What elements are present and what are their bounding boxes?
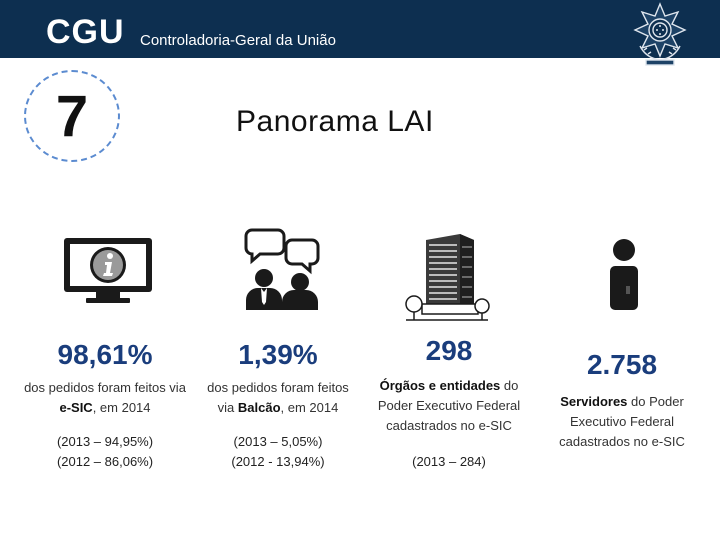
people-talking-icon (244, 228, 320, 310)
stat-note: (2012 – 86,06%) (56, 454, 154, 469)
computer-info-icon (64, 238, 152, 303)
cgu-logo: CGU (46, 13, 125, 51)
stat-note: (2013 – 284) (412, 454, 486, 469)
slide-number-badge: 7 (24, 70, 120, 162)
office-building-icon (405, 234, 490, 321)
brazil-coat-of-arms-icon (633, 2, 687, 66)
slide-title: Panorama LAI (236, 105, 434, 138)
stat-orgaos: 298 Órgãos e entidades do Poder Executiv… (364, 334, 534, 472)
stat-value: 1,39% (238, 339, 318, 370)
stat-value: 298 (425, 335, 473, 366)
information-person-icon (610, 239, 638, 310)
stat-history: (2013 – 5,05%) (2012 - 13,94%) (186, 432, 370, 472)
slide-number: 7 (55, 84, 89, 149)
stat-description: dos pedidos foram feitos via Balcão, em … (207, 380, 349, 415)
stat-description: Órgãos e entidades do Poder Executivo Fe… (377, 378, 521, 433)
stat-esic: 98,61% dos pedidos foram feitos via e-SI… (10, 338, 200, 472)
stat-servidores: 2.758 Servidores do Poder Executivo Fede… (538, 348, 706, 452)
stat-note: (2013 – 5,05%) (233, 434, 323, 449)
stat-value: 98,61% (57, 339, 153, 370)
stat-description: Servidores do Poder Executivo Federal ca… (559, 394, 685, 449)
org-name: Controladoria-Geral da União (140, 32, 336, 49)
stat-value: 2.758 (586, 349, 658, 380)
stat-description: dos pedidos foram feitos via e-SIC, em 2… (24, 380, 186, 415)
stat-history: (2013 – 94,95%) (2012 – 86,06%) (10, 432, 200, 472)
stat-note: (2013 – 94,95%) (56, 434, 154, 449)
stat-balcao: 1,39% dos pedidos foram feitos via Balcã… (186, 338, 370, 472)
header-bar: CGU Controladoria-Geral da União (0, 0, 720, 58)
stat-history: (2013 – 284) (364, 452, 534, 472)
stat-note: (2012 - 13,94%) (231, 454, 325, 469)
